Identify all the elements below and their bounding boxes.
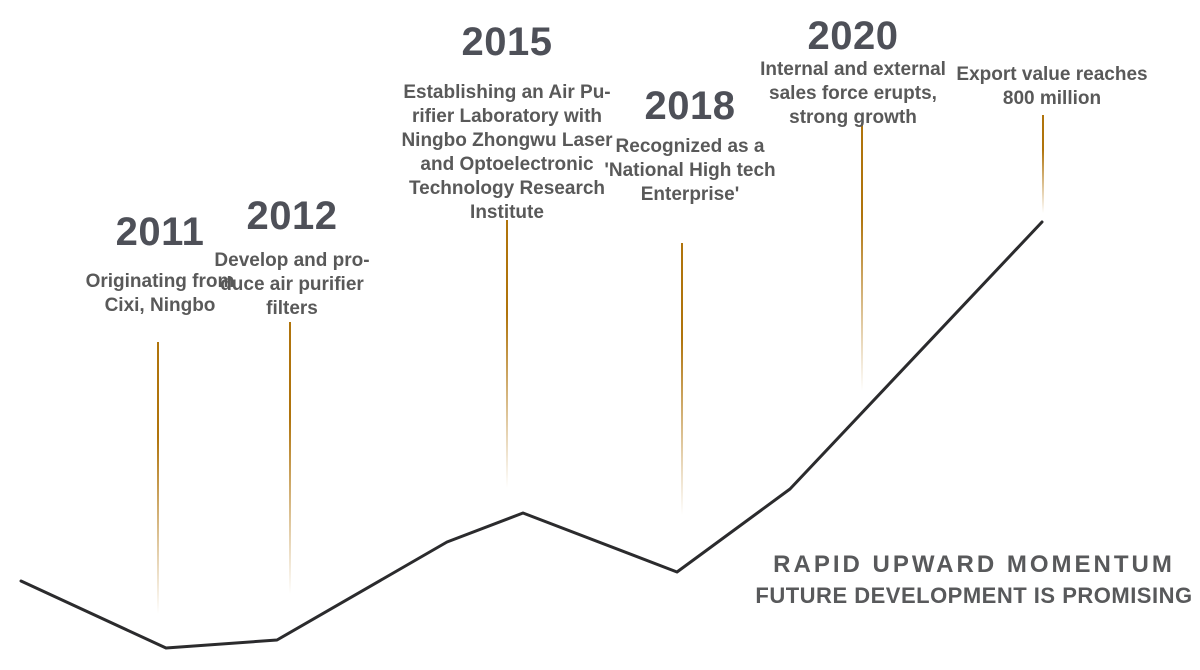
- milestone-description: Develop and pro- duce air purifier filte…: [214, 250, 370, 319]
- connector-2011: [157, 342, 159, 614]
- trend-polyline: [19, 220, 1044, 650]
- milestone-description: Export value reaches 800 million: [956, 64, 1148, 109]
- connector-export: [1042, 115, 1044, 213]
- milestone-2020: 2020 Internal and external sales force e…: [738, 16, 968, 130]
- slogan-block: RAPID UPWARD MOMENTUM FUTURE DEVELOPMENT…: [755, 551, 1192, 609]
- milestone-description: Recognized as a 'National High tech Ente…: [604, 136, 776, 205]
- slogan-heading: RAPID UPWARD MOMENTUM: [773, 551, 1175, 578]
- milestone-2011: 2011 Originating from Cixi, Ningbo: [60, 212, 260, 318]
- milestone-description: Internal and external sales force erupts…: [760, 59, 946, 128]
- connector-2015: [506, 220, 508, 488]
- milestone-2012: 2012 Develop and pro- duce air purifier …: [197, 196, 387, 321]
- connector-2018: [681, 243, 683, 515]
- milestone-description: Originating from Cixi, Ningbo: [85, 271, 235, 316]
- milestone-year: 2011: [115, 210, 205, 254]
- connector-2020: [861, 123, 863, 391]
- milestone-2015: 2015 Establishing an Air Pu- rifier Labo…: [387, 22, 627, 225]
- milestone-year: 2015: [461, 20, 553, 64]
- milestone-year: 2020: [807, 14, 899, 58]
- connector-2012: [289, 322, 291, 594]
- slogan-subheading: FUTURE DEVELOPMENT IS PROMISING: [755, 583, 1193, 608]
- milestone-year: 2018: [644, 84, 736, 128]
- milestone-description: Establishing an Air Pu- rifier Laborator…: [401, 82, 613, 223]
- milestone-2018: 2018 Recognized as a 'National High tech…: [580, 86, 800, 207]
- milestone-export-value: Export value reaches 800 million: [932, 63, 1172, 111]
- milestone-year: 2012: [246, 194, 338, 238]
